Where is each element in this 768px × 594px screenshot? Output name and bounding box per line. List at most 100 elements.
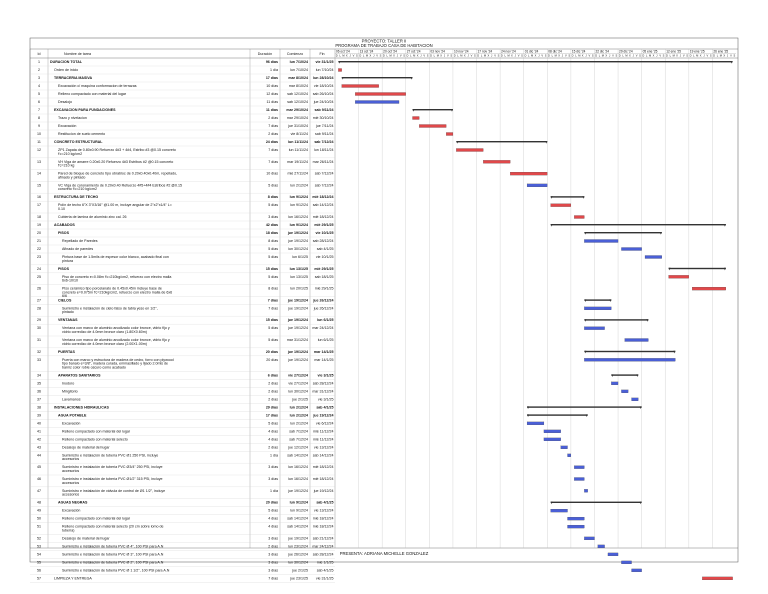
task-name: Excavación <box>58 124 76 128</box>
task-duration: 2 días <box>268 116 278 120</box>
week-label: 13 oct '24 <box>360 49 374 53</box>
task-start: jue 19/12/24 <box>287 306 308 310</box>
task-start: jue 19/12/24 <box>287 239 308 243</box>
task-name: Suministro e instalación de tubería PVC … <box>62 552 164 556</box>
week-label: 05 ene '25 <box>643 49 658 53</box>
task-duration: 3 días <box>268 215 278 219</box>
task-id: 36 <box>37 389 41 393</box>
task-name: VENTANAS <box>58 318 78 322</box>
summary-cap <box>673 350 676 354</box>
task-id: 28 <box>37 306 41 310</box>
task-start: lun 30/12/24 <box>288 389 308 393</box>
task-duration: 7 días <box>268 148 278 152</box>
task-end: vie 13/12/24 <box>314 509 334 513</box>
day-letter: X <box>346 54 348 58</box>
task-bar <box>584 489 588 493</box>
day-letter: J <box>420 54 422 58</box>
task-duration: 7 días <box>268 298 278 302</box>
task-bar <box>567 453 571 457</box>
day-letter: D <box>548 54 550 58</box>
task-name: Inodoro <box>62 381 74 385</box>
task-end: mié 11/12/24 <box>313 429 334 433</box>
task-end: sab 21/12/24 <box>313 536 334 540</box>
task-end: mié 29/1/25 <box>314 267 333 271</box>
task-bar <box>560 445 568 449</box>
day-letter: D <box>572 54 574 58</box>
subtitle: PROGRAMA DE TRABAJO CASA DE HABITACION <box>335 43 432 48</box>
task-id: 39 <box>37 413 41 417</box>
task-start: sab 12/10/24 <box>287 100 308 104</box>
task-name: CONCRETO ESTRUCTURAL <box>54 140 103 144</box>
task-bar <box>543 429 561 433</box>
task-end: jue 26/12/24 <box>313 306 334 310</box>
task-name: Suministro e instalación de tubería PVC … <box>62 568 170 572</box>
task-bar <box>584 358 676 362</box>
task-name: Relleno compactado con material selecto <box>62 437 128 441</box>
day-letter: M <box>673 54 675 58</box>
day-letter: L <box>717 54 719 58</box>
day-letter: S <box>474 54 476 58</box>
summary-bar <box>338 61 733 63</box>
task-duration: 5 días <box>268 338 278 342</box>
task-name: DURACION TOTAL <box>50 60 83 64</box>
task-start: jue 19/12/24 <box>287 231 308 235</box>
task-duration: 4 días <box>268 525 278 529</box>
task-start: lun 7/10/24 <box>290 68 308 72</box>
task-bar <box>668 275 689 279</box>
summary-cap <box>639 406 642 409</box>
summary-bar <box>550 196 585 198</box>
task-duration: 96 días <box>266 60 278 64</box>
task-bar <box>355 92 406 96</box>
day-letter: D <box>407 54 409 58</box>
task-id: 37 <box>37 397 41 401</box>
task-duration: 5 días <box>268 509 278 513</box>
day-letter: D <box>642 54 644 58</box>
task-name: Restitucion de suelo cemento <box>58 132 105 136</box>
day-letter: S <box>568 54 570 58</box>
day-letter: J <box>727 54 729 58</box>
task-start: lun 16/12/24 <box>288 215 308 219</box>
task-duration: 20 días <box>266 350 278 354</box>
day-letter: J <box>444 54 446 58</box>
day-letter: J <box>467 54 469 58</box>
task-end: jue 26/12/24 <box>312 298 333 302</box>
task-start: jue 2/1/25 <box>291 397 308 401</box>
day-letter: X <box>464 54 466 58</box>
task-duration: 5 días <box>268 275 278 279</box>
task-duration: 10 días <box>266 84 278 88</box>
task-bar <box>510 172 548 176</box>
day-letter: X <box>393 54 395 58</box>
task-id: 18 <box>37 215 41 219</box>
task-id: 29 <box>37 318 41 322</box>
title: PROYECTO: TALLER II <box>362 39 407 44</box>
week-label: 06 oct '24 <box>336 49 350 53</box>
task-start: mar 8/10/24 <box>288 76 308 80</box>
task-end: jue 19/12/24 <box>312 413 333 417</box>
week-label: 08 dic '24 <box>548 49 562 53</box>
task-duration: 5 días <box>268 183 278 187</box>
task-name: ACABADOS <box>54 223 75 227</box>
week-label: 17 nov '24 <box>478 49 493 53</box>
task-bar <box>621 389 629 393</box>
task-end: mié 18/12/24 <box>313 477 334 481</box>
task-name: Orden de inicio <box>54 68 78 72</box>
day-letter: S <box>521 54 523 58</box>
day-letter: M <box>413 54 415 58</box>
task-id: 9 <box>38 124 40 128</box>
task-bar <box>644 255 662 259</box>
task-name: Puerta con marco y estructura de madera … <box>62 358 174 370</box>
day-letter: L <box>670 54 672 58</box>
summary-cap <box>584 319 587 322</box>
task-id: 43 <box>37 445 41 449</box>
task-duration: 42 días <box>266 223 278 227</box>
task-name: Ventana con marco de aluminio anodizado … <box>62 326 170 334</box>
task-start: lun 2/12/24 <box>290 405 308 409</box>
task-start: lun 16/12/24 <box>288 465 308 469</box>
task-end: mar 24/12/24 <box>312 326 333 330</box>
task-end: sab 9/11/24 <box>315 108 334 112</box>
day-letter: L <box>504 54 506 58</box>
task-name: Desalojo <box>58 100 72 104</box>
task-name: Polín de techo 6"X 3"X3/16" @1.00 m, inc… <box>58 203 172 211</box>
task-id: 6 <box>38 100 40 104</box>
column-header: Id <box>38 52 41 56</box>
